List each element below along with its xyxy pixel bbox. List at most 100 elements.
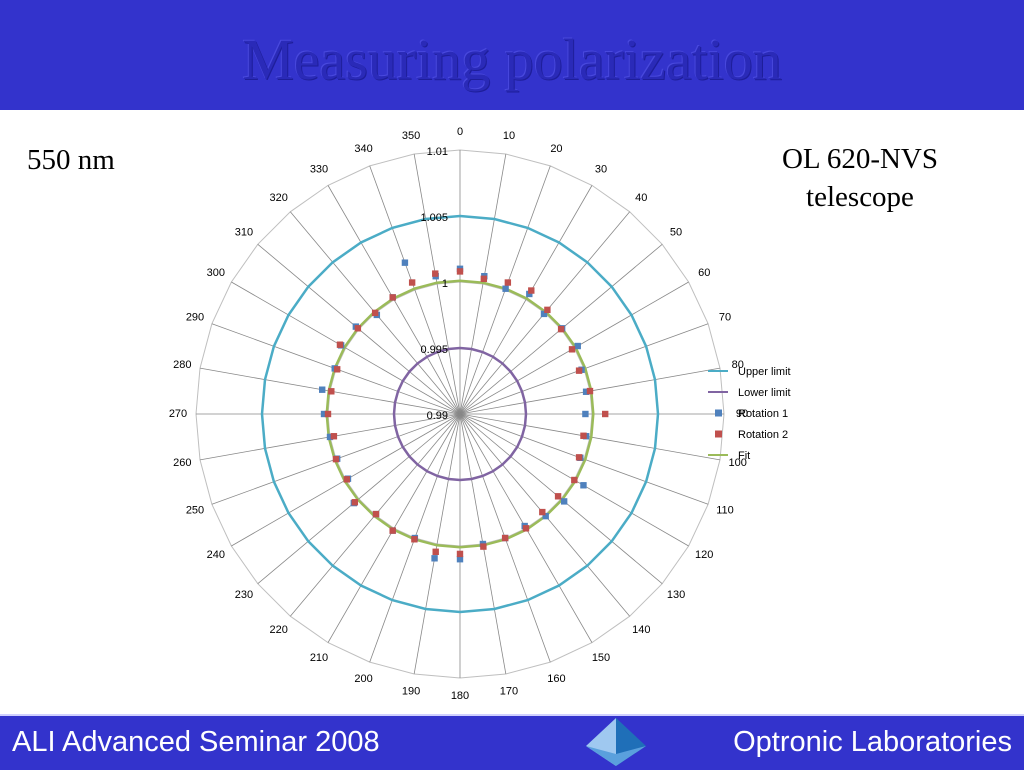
data-point-rotation-2 — [539, 508, 546, 516]
angle-tick-label: 110 — [716, 504, 734, 516]
angle-tick-label: 100 — [729, 457, 747, 469]
data-point-rotation-2 — [351, 499, 359, 506]
instrument-label-line1: OL 620-NVS — [781, 143, 938, 175]
angle-tick-label: 20 — [550, 143, 562, 155]
data-point-rotation-2 — [336, 341, 344, 348]
angle-tick-label: 240 — [207, 549, 225, 561]
data-point-rotation-2 — [330, 433, 338, 440]
angle-spoke-340 — [369, 165, 461, 415]
instrument-label-line2: telescope — [806, 181, 914, 213]
angle-tick-label: 140 — [632, 624, 650, 636]
radial-tick-label: 1.01 — [427, 146, 448, 158]
data-point-rotation-2 — [557, 325, 565, 333]
data-point-rotation-2 — [389, 294, 396, 301]
data-point-rotation-2 — [575, 454, 583, 461]
angle-tick-label: 260 — [173, 457, 191, 469]
polar-chart: 0.99 0.995 1 1.005 1.01 0 10 20 30 40 50 60 70 80 90 10… — [169, 126, 791, 702]
data-point-rotation-2 — [602, 410, 609, 418]
angle-tick-label: 40 — [635, 192, 647, 204]
angle-tick-label: 250 — [186, 504, 204, 516]
angle-tick-label: 70 — [719, 311, 731, 323]
data-point-rotation-2 — [432, 270, 439, 277]
data-point-rotation-1 — [542, 512, 549, 520]
angle-tick-label: 150 — [592, 652, 610, 664]
footer-bar: ALI Advanced Seminar 2008 Optronic Labor… — [0, 714, 1024, 770]
angle-tick-label: 210 — [310, 652, 328, 664]
angle-tick-label: 170 — [500, 686, 518, 698]
data-point-rotation-2 — [501, 534, 509, 542]
data-point-rotation-2 — [408, 279, 416, 286]
data-point-rotation-2 — [480, 275, 488, 283]
data-point-rotation-1 — [574, 342, 581, 350]
legend-label: Rotation 1 — [738, 408, 788, 420]
data-point-rotation-2 — [575, 367, 583, 374]
data-point-rotation-1 — [456, 556, 464, 563]
instrument-label: OL 620-NVS telescope — [750, 140, 970, 216]
data-point-rotation-2 — [571, 476, 578, 484]
legend-label: Fit — [738, 450, 750, 462]
angle-tick-label: 300 — [207, 267, 225, 279]
data-point-rotation-2 — [456, 268, 464, 275]
data-point-rotation-2 — [328, 388, 335, 395]
data-point-rotation-2 — [554, 493, 562, 500]
footer-left-text: ALI Advanced Seminar 2008 — [12, 726, 380, 758]
angle-tick-label: 330 — [310, 164, 328, 176]
data-point-rotation-1 — [582, 410, 589, 418]
wavelength-label: 550 nm — [27, 144, 115, 176]
data-point-rotation-1 — [502, 285, 509, 292]
slide-title: Measuring polarization — [242, 27, 782, 92]
legend-label: Lower limit — [738, 387, 791, 399]
data-point-rotation-2 — [456, 550, 464, 558]
angle-tick-label: 290 — [186, 311, 204, 323]
data-point-rotation-1 — [540, 310, 548, 318]
angle-tick-label: 190 — [402, 686, 420, 698]
angle-tick-label: 50 — [670, 227, 682, 239]
radial-tick-label: 1.005 — [420, 212, 448, 224]
angle-tick-label: 60 — [698, 267, 710, 279]
angle-spoke-300 — [231, 281, 461, 415]
angle-spoke-350 — [413, 153, 461, 415]
data-point-rotation-1 — [401, 259, 409, 266]
data-point-rotation-2 — [504, 279, 512, 286]
radial-tick-label: 1 — [442, 278, 448, 290]
data-point-rotation-2 — [432, 548, 439, 555]
data-point-rotation-2 — [480, 543, 487, 550]
data-point-rotation-1 — [319, 386, 326, 393]
angle-tick-label: 220 — [270, 624, 288, 636]
angle-spoke-190 — [413, 413, 461, 675]
angle-spoke-10 — [459, 153, 507, 415]
data-point-rotation-2 — [528, 287, 535, 294]
footer-right-text: Optronic Laboratories — [733, 726, 1012, 758]
series-line-lower-limit — [392, 346, 528, 482]
angle-tick-label: 320 — [270, 192, 288, 204]
legend-swatch — [715, 409, 722, 417]
data-point-rotation-1 — [326, 433, 334, 441]
angle-tick-label: 310 — [235, 227, 253, 239]
angle-tick-label: 30 — [595, 164, 607, 176]
data-point-rotation-2 — [522, 525, 530, 532]
data-point-rotation-2 — [586, 387, 594, 395]
angle-tick-label: 0 — [457, 126, 463, 138]
legend-label: Upper limit — [738, 366, 791, 378]
legend-swatch — [715, 430, 722, 438]
angle-tick-label: 120 — [695, 549, 713, 561]
angle-tick-label: 130 — [667, 589, 685, 601]
radial-tick-label: 0.995 — [420, 344, 448, 356]
data-point-rotation-1 — [580, 482, 587, 489]
data-point-rotation-2 — [372, 510, 380, 518]
data-point-rotation-2 — [332, 455, 340, 463]
angle-tick-label: 160 — [547, 673, 565, 685]
angle-tick-label: 280 — [173, 359, 191, 371]
angle-tick-label: 10 — [503, 130, 515, 142]
data-point-rotation-2 — [411, 536, 418, 543]
angle-tick-label: 180 — [451, 690, 469, 702]
data-point-rotation-2 — [354, 325, 362, 332]
data-point-rotation-2 — [568, 346, 576, 353]
angle-spoke-230 — [257, 413, 461, 585]
angle-tick-label: 230 — [235, 589, 253, 601]
angle-spoke-110 — [459, 413, 709, 505]
angle-tick-label: 350 — [402, 130, 420, 142]
angle-tick-label: 80 — [732, 359, 744, 371]
data-point-rotation-2 — [371, 309, 379, 317]
data-point-rotation-1 — [431, 555, 438, 562]
